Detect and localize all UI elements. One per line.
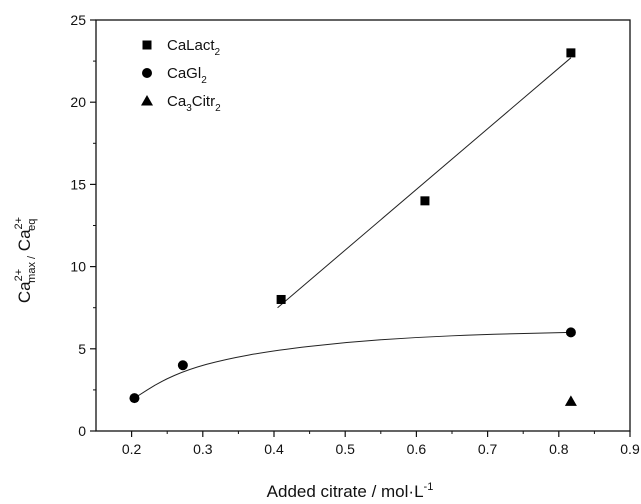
x-tick-label: 0.5 <box>335 441 355 457</box>
data-point-square <box>420 196 430 206</box>
legend-marker-circle <box>142 68 152 78</box>
fit-line-circle <box>134 331 571 399</box>
x-axis-title: Added citrate / mol·L-1 <box>267 481 434 501</box>
y-axis-title-base2: Ca <box>15 229 34 256</box>
data-point-circle <box>565 327 576 338</box>
x-tick-label: 0.3 <box>193 441 213 457</box>
x-tick-label: 0.7 <box>478 441 498 457</box>
data-point-square <box>566 48 576 58</box>
y-axis-title-sup2: 2+ <box>13 217 25 230</box>
legend-label-base: Ca <box>167 93 187 110</box>
y-tick-label: 0 <box>78 423 86 439</box>
data-point-circle <box>177 360 188 371</box>
x-tick-label: 0.6 <box>407 441 427 457</box>
y-tick-label: 20 <box>70 94 86 110</box>
x-tick-label: 0.4 <box>264 441 284 457</box>
y-axis-title-sub1: max / <box>26 255 38 283</box>
legend-label-tail: Citr <box>192 93 215 110</box>
x-tick-label: 0.8 <box>549 441 569 457</box>
y-axis-title-base1: Ca <box>15 281 34 303</box>
fit-lines <box>134 57 572 399</box>
y-tick-label: 25 <box>70 12 86 28</box>
data-point-circle <box>129 393 140 404</box>
fit-line-square <box>277 57 572 309</box>
x-axis-title-superscript: -1 <box>424 481 434 493</box>
legend-label-subscript2: 2 <box>215 103 221 114</box>
y-axis-title-sup1: 2+ <box>13 269 25 282</box>
x-axis-ticks: 0.2 0.3 0.4 0.5 0.6 0.7 0.8 0.9 <box>122 431 640 457</box>
data-points <box>129 48 577 406</box>
y-axis-ticks: 0 5 10 15 20 25 <box>70 12 96 439</box>
legend-marker-triangle <box>141 95 153 106</box>
legend-label: Ca3Citr2 <box>167 93 221 114</box>
legend-label-base: CaLact <box>167 37 215 54</box>
legend-marker-square <box>142 40 152 50</box>
legend-label: CaLact2 <box>167 37 221 58</box>
legend-label-base: CaGl <box>167 65 201 82</box>
legend-label-subscript: 3 <box>186 103 192 114</box>
data-point-square <box>276 294 286 304</box>
legend-label-subscript: 2 <box>201 75 207 86</box>
x-axis-title-text: Added citrate / mol·L <box>267 482 424 501</box>
legend-label-subscript: 2 <box>215 47 221 58</box>
y-tick-label: 10 <box>70 259 86 275</box>
y-axis-title: Ca2+max / Ca2+eq <box>13 217 38 303</box>
x-tick-label: 0.9 <box>620 441 640 457</box>
y-tick-label: 15 <box>70 176 86 192</box>
y-axis-title-sub2: eq <box>26 219 38 231</box>
y-tick-label: 5 <box>78 341 86 357</box>
x-tick-label: 0.2 <box>122 441 142 457</box>
legend-label: CaGl2 <box>167 65 207 86</box>
data-point-triangle <box>564 395 577 406</box>
